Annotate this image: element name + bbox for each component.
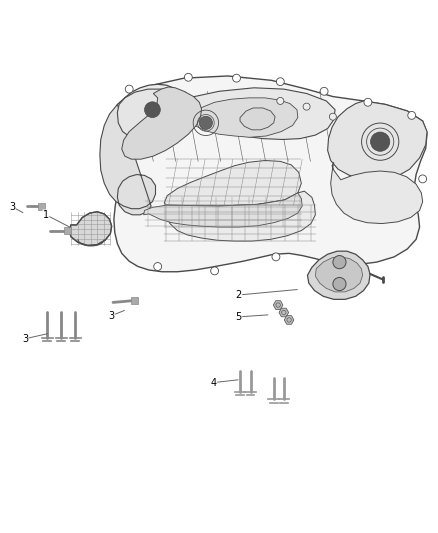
Polygon shape [328,101,427,180]
Text: 2: 2 [236,290,242,300]
Text: 3: 3 [22,334,28,344]
Polygon shape [144,193,302,227]
Polygon shape [279,308,289,317]
Polygon shape [100,104,155,215]
Ellipse shape [333,278,346,290]
Text: 3: 3 [9,202,15,212]
Text: 1: 1 [43,210,49,220]
Ellipse shape [303,103,310,110]
Ellipse shape [329,263,337,270]
Ellipse shape [233,74,240,82]
Ellipse shape [320,87,328,95]
Ellipse shape [272,253,280,261]
Bar [64,227,71,234]
Ellipse shape [371,132,390,151]
Ellipse shape [408,111,416,119]
Polygon shape [331,162,423,223]
Polygon shape [189,98,298,138]
Ellipse shape [419,175,427,183]
Polygon shape [284,316,294,324]
Polygon shape [273,301,283,309]
Text: 5: 5 [236,312,242,322]
Ellipse shape [154,263,162,270]
Polygon shape [117,89,189,140]
Polygon shape [187,88,335,140]
Ellipse shape [276,78,284,86]
Bar [38,203,45,209]
Ellipse shape [199,116,212,130]
Polygon shape [307,251,370,300]
Ellipse shape [211,267,219,275]
Ellipse shape [125,85,133,93]
Text: 4: 4 [211,377,217,387]
Ellipse shape [145,102,160,118]
Ellipse shape [329,113,336,120]
Ellipse shape [364,98,372,106]
Polygon shape [69,212,112,246]
Polygon shape [112,76,427,272]
Polygon shape [240,108,275,130]
Polygon shape [315,257,363,292]
Bar [131,297,138,304]
Ellipse shape [184,74,192,81]
Polygon shape [164,160,301,206]
Polygon shape [122,87,201,159]
Ellipse shape [333,255,346,269]
Ellipse shape [277,98,284,104]
Polygon shape [164,191,315,241]
Text: 3: 3 [109,311,115,320]
Polygon shape [117,84,182,134]
